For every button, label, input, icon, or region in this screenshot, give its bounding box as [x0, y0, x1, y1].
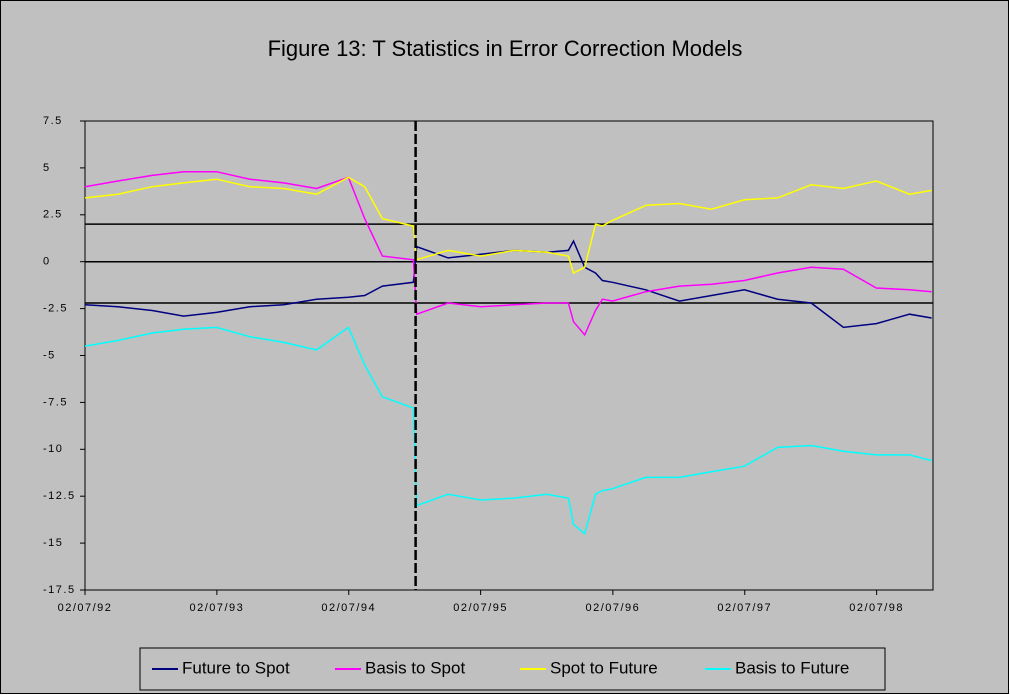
x-tick-label: 02/07/92 [58, 602, 113, 614]
x-tick-label: 02/07/94 [321, 602, 376, 614]
legend [139, 647, 886, 691]
y-tick-label: -2.5 [43, 303, 68, 315]
y-tick-label: -5 [43, 349, 56, 361]
series-line [84, 176, 932, 275]
chart-title: Figure 13: T Statistics in Error Correct… [268, 36, 743, 61]
x-tick-label: 02/07/97 [717, 602, 772, 614]
y-tick-label: 7.5 [43, 115, 63, 127]
x-tick-label: 02/07/96 [585, 602, 640, 614]
x-tick-label: 02/07/98 [849, 602, 904, 614]
y-tick-label: 2.5 [43, 209, 63, 221]
legend-label: Basis to Future [735, 658, 849, 677]
legend-label: Spot to Future [550, 658, 658, 677]
x-tick-label: 02/07/95 [453, 602, 508, 614]
legend-label: Basis to Spot [365, 658, 465, 677]
y-tick-label: -10 [43, 443, 63, 455]
y-tick-label: -7.5 [43, 396, 68, 408]
series-line [84, 326, 932, 536]
legend-label: Future to Spot [182, 658, 290, 677]
series-line [84, 170, 932, 337]
y-tick-label: 5 [43, 162, 51, 174]
x-tick-label: 02/07/93 [189, 602, 244, 614]
plot-area [84, 120, 934, 591]
y-tick-label: -17.5 [43, 584, 76, 596]
y-tick-label: 0 [43, 256, 51, 268]
y-tick-label: -15 [43, 537, 63, 549]
y-tick-label: -12.5 [43, 490, 76, 502]
